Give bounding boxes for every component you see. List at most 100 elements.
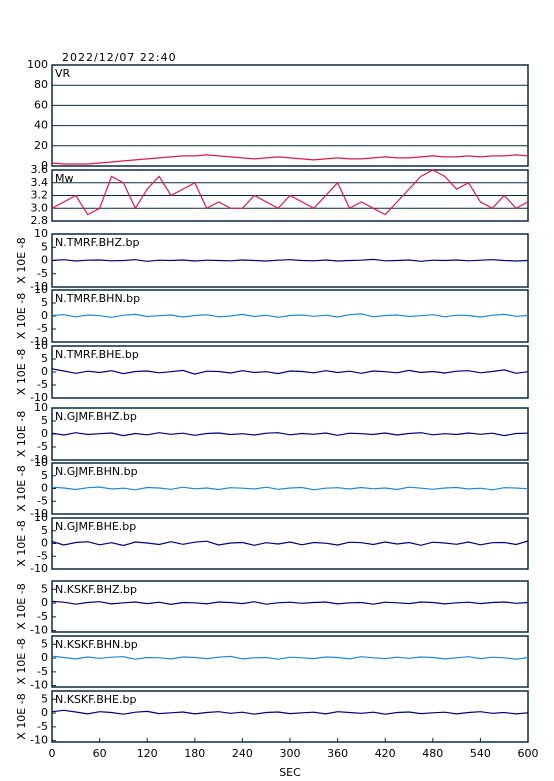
y-tick-label: -10 — [30, 453, 48, 466]
panel-frame — [51, 407, 529, 461]
y-tick-label: -10 — [30, 562, 48, 575]
x-tick-label: 0 — [49, 747, 56, 760]
series-line — [51, 368, 529, 375]
panel-frame — [51, 635, 529, 688]
y-tick-label: 3.4 — [31, 176, 49, 189]
series-line — [51, 154, 529, 165]
panel-label: Mw — [55, 172, 74, 185]
y-tick-label: -5 — [37, 549, 48, 562]
y-tick-label: -10 — [30, 507, 48, 520]
x-tick-label: 60 — [93, 747, 107, 760]
y-tick-label: 10 — [34, 227, 48, 240]
y-axis-label: X 10E -8 — [15, 349, 28, 395]
y-tick-label: 0 — [41, 159, 48, 172]
panel-frame — [51, 169, 529, 222]
x-tick-label: 540 — [470, 747, 491, 760]
y-tick-label: 0 — [41, 537, 48, 550]
x-tick-label: 600 — [518, 747, 539, 760]
chart-title: 2022/12/07 22:40 — [62, 51, 177, 64]
y-tick-label: 0 — [41, 706, 48, 719]
y-tick-label: 10 — [34, 283, 48, 296]
y-tick-label: 80 — [34, 78, 48, 91]
series-line — [51, 655, 529, 660]
y-tick-label: 5 — [41, 469, 48, 482]
y-axis-label: X 10E -8 — [15, 237, 28, 283]
y-tick-label: 40 — [34, 119, 48, 132]
y-tick-label: 5 — [41, 414, 48, 427]
x-tick-label: 420 — [375, 747, 396, 760]
y-tick-label: -10 — [30, 734, 48, 747]
y-tick-label: 10 — [34, 339, 48, 352]
y-tick-label: 3.2 — [31, 189, 49, 202]
y-tick-label: 5 — [41, 582, 48, 595]
series-line — [51, 486, 529, 491]
panel-label: N.TMRF.BHZ.bp — [55, 236, 139, 249]
x-tick-label: 300 — [280, 747, 301, 760]
x-tick-label: 180 — [184, 747, 205, 760]
y-tick-label: 0 — [41, 309, 48, 322]
y-tick-label: 5 — [41, 637, 48, 650]
y-tick-label: 20 — [34, 139, 48, 152]
panel-label: N.GJMF.BHN.bp — [55, 465, 138, 478]
panel-label: N.GJMF.BHE.bp — [55, 520, 136, 533]
y-tick-label: 5 — [41, 296, 48, 309]
y-tick-label: -5 — [37, 378, 48, 391]
y-tick-label: 5 — [41, 692, 48, 705]
series-line — [51, 540, 529, 547]
panel-label: N.TMRF.BHE.bp — [55, 348, 139, 361]
y-tick-label: 0 — [41, 651, 48, 664]
y-axis-label: X 10E -8 — [15, 465, 28, 511]
y-tick-label: -5 — [37, 610, 48, 623]
y-tick-label: -10 — [30, 335, 48, 348]
y-tick-label: -5 — [37, 665, 48, 678]
y-tick-label: -10 — [30, 280, 48, 293]
series-line — [51, 258, 529, 262]
y-tick-label: -5 — [37, 720, 48, 733]
y-axis-label: X 10E -8 — [15, 520, 28, 566]
y-axis-label: X 10E -8 — [15, 411, 28, 457]
panel-label: N.GJMF.BHZ.bp — [55, 410, 137, 423]
y-tick-label: 10 — [34, 401, 48, 414]
y-tick-label: 60 — [34, 98, 48, 111]
y-axis-label: X 10E -8 — [15, 293, 28, 339]
y-tick-label: 100 — [27, 58, 48, 71]
y-tick-label: 3.6 — [31, 163, 49, 176]
y-tick-label: 3.0 — [31, 201, 49, 214]
y-tick-label: -5 — [37, 440, 48, 453]
series-line — [51, 600, 529, 606]
y-tick-label: 0 — [41, 596, 48, 609]
y-tick-label: 0 — [41, 482, 48, 495]
y-tick-label: -10 — [30, 391, 48, 404]
panel-label: N.TMRF.BHN.bp — [55, 292, 140, 305]
y-tick-label: 10 — [34, 511, 48, 524]
panel-label: VR — [55, 67, 71, 80]
series-line — [51, 709, 529, 715]
y-tick-label: -5 — [37, 494, 48, 507]
panel-frame — [51, 64, 529, 167]
y-tick-label: 2.8 — [31, 214, 49, 227]
series-line — [51, 432, 529, 437]
y-axis-label: X 10E -8 — [15, 693, 28, 739]
x-tick-label: 480 — [422, 747, 443, 760]
y-axis-label: X 10E -8 — [15, 638, 28, 684]
y-tick-label: 0 — [41, 427, 48, 440]
x-tick-label: 120 — [137, 747, 158, 760]
y-tick-label: 5 — [41, 240, 48, 253]
panel-label: N.KSKF.BHZ.bp — [55, 583, 137, 596]
y-tick-label: -5 — [37, 267, 48, 280]
series-line — [51, 169, 529, 216]
series-line — [51, 313, 529, 318]
y-tick-label: -10 — [30, 679, 48, 692]
x-tick-label: 360 — [327, 747, 348, 760]
y-tick-label: 0 — [41, 254, 48, 267]
y-tick-label: 5 — [41, 524, 48, 537]
y-tick-label: -10 — [30, 624, 48, 637]
y-tick-label: 10 — [34, 456, 48, 469]
panel-label: N.KSKF.BHN.bp — [55, 638, 138, 651]
x-axis-label: SEC — [279, 766, 301, 779]
panel-frame — [51, 580, 529, 633]
panel-label: N.KSKF.BHE.bp — [55, 693, 136, 706]
panel-frame — [51, 517, 529, 570]
x-tick-label: 240 — [232, 747, 253, 760]
